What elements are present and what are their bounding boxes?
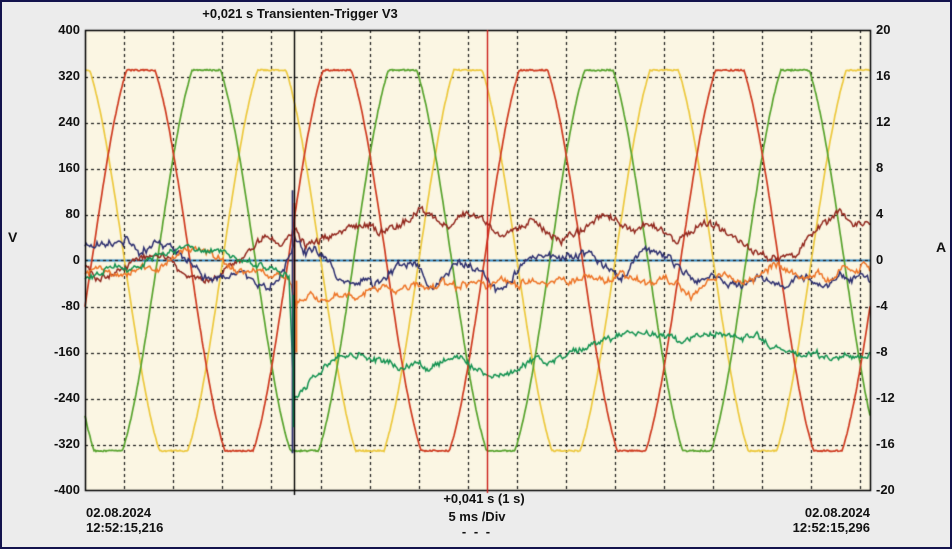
trigger-annotation: +0,021 s Transienten-Trigger V3: [202, 6, 398, 21]
window-end-time: 12:52:15,296: [792, 520, 870, 535]
left-tick-label: 80: [65, 206, 80, 221]
right-tick-label: -16: [876, 436, 895, 451]
timebase-dashes-label: - - -: [461, 524, 493, 539]
right-tick-label: 4: [876, 206, 884, 221]
left-tick-label: 0: [72, 252, 80, 267]
cursor-time-label[interactable]: +0,041 s (1 s): [443, 491, 525, 506]
window-start-date: 02.08.2024: [86, 505, 152, 520]
left-tick-label: -320: [53, 436, 80, 451]
timebase-label: 5 ms /Div: [448, 509, 506, 524]
right-tick-label: -8: [876, 344, 888, 359]
left-tick-label: 320: [58, 68, 80, 83]
right-tick-label: 0: [876, 252, 884, 267]
left-tick-label: -240: [53, 390, 80, 405]
window-start-time: 12:52:15,216: [86, 520, 164, 535]
right-tick-label: -12: [876, 390, 895, 405]
right-axis-unit-label: A: [936, 239, 947, 255]
left-tick-label: 240: [58, 114, 80, 129]
left-tick-label: -160: [53, 344, 80, 359]
left-tick-label: -400: [53, 482, 80, 497]
left-tick-label: 160: [58, 160, 80, 175]
left-tick-label: -80: [61, 298, 80, 313]
left-tick-label: 400: [58, 22, 80, 37]
left-axis-unit-label: V: [8, 229, 18, 245]
right-tick-label: 16: [876, 68, 891, 83]
window-end-date: 02.08.2024: [804, 505, 870, 520]
right-tick-label: 12: [876, 114, 891, 129]
right-tick-label: 20: [876, 22, 891, 37]
right-tick-label: -4: [876, 298, 888, 313]
right-tick-label: 8: [876, 160, 884, 175]
right-tick-label: -20: [876, 482, 895, 497]
